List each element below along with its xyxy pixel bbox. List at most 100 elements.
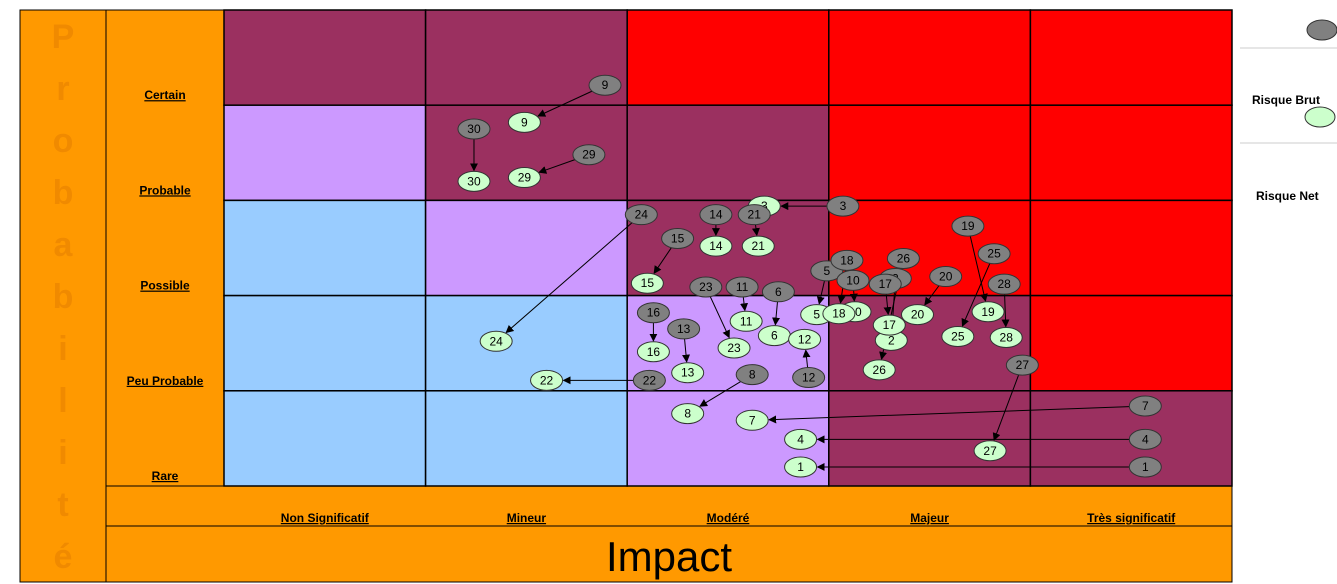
risk-brut-marker-20 [929, 266, 963, 288]
risk-brut-marker-10 [836, 269, 870, 291]
zone-cell-rare-majeur [828, 390, 1032, 487]
risk-brut-marker-14 [699, 204, 733, 226]
risk-net-marker-17 [872, 314, 906, 336]
zone-cell-probable-majeur [828, 104, 1032, 202]
risk-net-marker-18 [822, 303, 856, 325]
risk-net-label-4: 4 [797, 432, 804, 446]
row-labels: Certain Probable Possible Peu Probable Rare [127, 88, 204, 483]
risk-net-label-21: 21 [752, 239, 766, 253]
zone-cell-certain-non-significatif [223, 9, 427, 106]
risk-net-label-11: 11 [740, 314, 753, 328]
risk-arrow-20 [924, 285, 940, 306]
y-axis-title-letter: i [58, 434, 67, 472]
risk-net-label-15: 15 [641, 276, 655, 290]
risk-brut-marker-26 [886, 247, 920, 269]
row-label-certain: Certain [144, 88, 185, 102]
risk-net-marker-22 [530, 369, 564, 391]
risk-arrow-27 [992, 374, 1020, 442]
risk-brut-marker-1 [1128, 456, 1162, 478]
zone-cell-rare-mineur [424, 390, 628, 487]
risk-net-marker-4 [784, 428, 818, 450]
risk-arrow-17 [883, 294, 892, 316]
risk-net-label-2: 2 [888, 333, 895, 347]
risk-net-label-25: 25 [951, 330, 965, 344]
risk-net-marker-9 [507, 111, 541, 133]
risk-brut-label-4: 4 [1142, 432, 1149, 446]
risk-brut-label-25: 25 [987, 247, 1001, 261]
risk-net-marker-8 [671, 403, 705, 425]
risk-brut-label-14: 14 [709, 208, 723, 222]
zone-cell-probable-mod-r [626, 104, 830, 202]
risk-net-label-6: 6 [771, 329, 778, 343]
risk-net-marker-26 [862, 359, 896, 381]
risk-brut-label-19: 19 [961, 219, 975, 233]
risk-brut-label-11: 11 [736, 280, 749, 294]
risk-arrow-8 [699, 381, 741, 407]
zone-cell-peu-probable-tr-s-significatif [1029, 294, 1233, 392]
risk-brut-marker-27 [1005, 354, 1039, 376]
column-labels: Non Significatif Mineur Modéré Majeur Très s… [281, 511, 1176, 525]
risk-brut-label-5: 5 [823, 264, 830, 278]
risk-brut-marker-18 [830, 249, 864, 271]
risk-brut-marker-15 [661, 227, 695, 249]
y-axis-title-letter: b [53, 174, 74, 212]
legend-net-label: Risque Net [1256, 189, 1319, 203]
y-axis-title-panel [19, 9, 107, 583]
risk-brut-marker-25 [977, 243, 1011, 265]
risk-brut-label-3: 3 [840, 199, 847, 213]
zone-cell-probable-tr-s-significatif [1029, 104, 1233, 202]
column-label-tr-s-significatif: Très significatif [1087, 511, 1176, 525]
y-axis-title-letter: r [56, 70, 69, 108]
risk-brut-label-1: 1 [1142, 460, 1149, 474]
risk-brut-label-15: 15 [671, 231, 685, 245]
risk-net-label-5: 5 [813, 308, 820, 322]
risk-net-marker-1 [784, 456, 818, 478]
risk-net-label-28: 28 [1000, 330, 1014, 344]
y-axis-title-letter: b [53, 278, 74, 316]
risk-brut-label-13: 13 [677, 322, 691, 336]
legend: Risque Brut Risque Net [1240, 19, 1337, 203]
risk-net-label-14: 14 [709, 239, 723, 253]
risk-net-marker-28 [989, 326, 1023, 348]
legend-brut-marker [1306, 19, 1337, 41]
risk-brut-label-16: 16 [647, 306, 661, 320]
risk-arrow-23 [709, 296, 730, 339]
y-axis-title-letter: é [54, 538, 73, 576]
risk-arrow-19 [969, 235, 988, 302]
risk-arrow-28 [1001, 294, 1010, 328]
risk-brut-marker-7 [1128, 395, 1162, 417]
risk-arrow-24 [505, 222, 633, 334]
risk-brut-label-27: 27 [1016, 358, 1030, 372]
column-label-mod-r: Modéré [707, 511, 750, 525]
risk-net-marker-16 [636, 341, 670, 363]
risk-brut-marker-13 [667, 318, 701, 340]
risk-net-label-23: 23 [727, 341, 741, 355]
risk-net-marker-7 [735, 409, 769, 431]
risk-brut-marker-28 [987, 273, 1021, 295]
risk-brut-label-9: 9 [602, 78, 609, 92]
risk-arrow-5 [816, 280, 825, 305]
risk-net-marker-27 [973, 440, 1007, 462]
risk-brut-marker-24 [624, 204, 658, 226]
risk-net-label-16: 16 [647, 345, 661, 359]
risk-arrow-21 [751, 224, 760, 237]
legend-net-marker [1304, 106, 1336, 128]
risk-arrow-10 [849, 290, 858, 302]
zone-cell-certain-mod-r [626, 9, 830, 106]
risk-brut-label-17: 17 [879, 277, 893, 291]
risk-net-label-8: 8 [684, 407, 691, 421]
risk-brut-marker-3 [826, 195, 860, 217]
risk-arrow-29 [538, 159, 576, 174]
x-axis-title: Impact [606, 533, 732, 580]
risk-brut-marker-4 [1128, 428, 1162, 450]
risk-brut-marker-29 [572, 144, 606, 166]
zone-cell-certain-majeur [828, 9, 1032, 106]
risk-brut-marker-6 [761, 281, 795, 303]
risk-net-marker-11 [729, 310, 763, 332]
risk-brut-marker-8 [735, 364, 769, 386]
risk-brut-marker-19 [951, 215, 985, 237]
risk-net-label-29: 29 [518, 171, 532, 185]
risk-net-label-20: 20 [911, 308, 925, 322]
risk-net-label-1: 1 [797, 460, 804, 474]
